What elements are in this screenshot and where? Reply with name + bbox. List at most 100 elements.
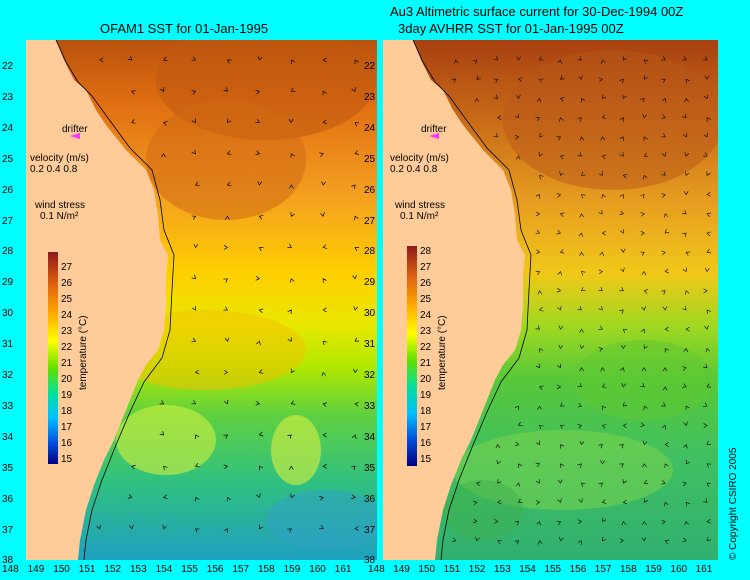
current-vector-arrow [579,213,585,218]
current-vector-arrow [159,400,165,405]
current-vector-arrow [682,56,687,61]
current-vector-arrow [322,402,328,407]
current-vector-arrow [288,118,294,124]
current-vector-arrow [353,368,358,374]
current-vector-arrow [684,152,690,157]
longitude-tick-label: 150 [53,564,70,575]
colorbar-tick-label: 22 [61,342,73,353]
current-vector-arrow [518,498,523,503]
current-vector-arrow [682,132,688,138]
current-vector-arrow [599,251,604,257]
current-vector-arrow [535,479,540,484]
current-vector-arrow [493,519,499,524]
latitude-tick-label: 25 [364,153,376,165]
colorbar-tick-label: 21 [420,358,432,369]
current-vector-arrow [191,90,197,95]
current-vector-arrow [622,402,628,407]
longitude-tick-label: 156 [569,564,587,575]
current-vector-arrow [559,424,565,429]
current-vector-arrow [163,465,168,471]
colorbar-tick-label: 25 [61,294,73,305]
current-vector-arrow [560,463,565,468]
longitude-tick-label: 148 [2,564,19,575]
current-vector-arrow [664,229,670,234]
longitude-tick-label: 155 [544,564,562,575]
current-vector-arrow [556,230,562,235]
current-vector-arrow [706,117,711,122]
current-vector-arrow [643,152,649,158]
current-vector-arrow [287,337,292,342]
current-vector-arrow [601,499,607,504]
current-vector-arrow [557,498,562,503]
longitude-tick-label: 160 [309,564,326,575]
current-vector-arrow [578,498,583,503]
left-vector-field [96,56,360,533]
latitude-tick-label: 28 [2,246,14,258]
current-vector-arrow [556,136,562,141]
current-vector-arrow [191,400,197,405]
current-vector-arrow [451,78,457,83]
current-vector-arrow [620,267,625,273]
current-vector-arrow [99,57,104,63]
current-vector-arrow [685,405,690,411]
current-vector-arrow [601,383,607,388]
current-vector-arrow [476,75,481,80]
current-vector-arrow [579,367,584,372]
latitude-tick-label: 29 [2,277,14,289]
current-vector-arrow [641,367,647,372]
longitude-tick-label: 154 [519,564,536,575]
colorbar-tick-label: 15 [61,454,73,465]
current-vector-arrow [685,501,690,507]
current-vector-arrow [643,405,648,411]
current-vector-arrow [619,152,624,157]
right-legend-velocity-scale: 0.2 0.4 0.8 [390,164,438,175]
current-vector-arrow [258,215,264,220]
current-vector-arrow [601,230,606,236]
colorbar-tick-label: 23 [420,326,432,337]
longitude-tick-label: 158 [258,564,275,575]
current-vector-arrow [598,171,603,176]
current-vector-arrow [642,520,647,526]
longitude-tick-label: 159 [283,564,301,575]
colorbar-tick-label: 27 [61,262,73,273]
right-colorbar-title: temperature (°C) [437,315,448,390]
current-vector-arrow [319,496,324,501]
current-vector-arrow [322,244,328,249]
left-drifter-icon [70,133,80,139]
current-vector-arrow [194,369,200,375]
current-vector-arrow [685,78,690,84]
current-vector-arrow [290,493,295,499]
current-vector-arrow [556,363,562,369]
current-vector-arrow [472,500,478,506]
current-vector-arrow [643,136,648,141]
current-vector-arrow [162,121,168,126]
current-vector-arrow [558,117,564,122]
current-vector-arrow [643,289,649,294]
current-vector-arrow [255,89,261,95]
current-vector-arrow [535,249,541,254]
current-vector-arrow [578,75,583,80]
colorbar-tick-label: 20 [420,374,432,385]
current-vector-arrow [321,371,327,377]
colorbar-tick-label: 17 [420,422,432,433]
current-vector-arrow [227,118,232,124]
current-vector-arrow [661,290,666,295]
left-map-title: OFAM1 SST for 01-Jan-1995 [100,21,269,36]
current-vector-arrow [685,459,690,465]
current-vector-arrow [703,402,708,407]
current-vector-arrow [643,174,648,180]
current-vector-arrow [601,114,607,119]
current-vector-arrow [620,367,625,372]
current-vector-arrow [619,210,624,215]
colorbar-tick-label: 24 [61,310,73,321]
current-vector-arrow [621,383,626,388]
current-vector-arrow [577,383,582,388]
current-vector-arrow [622,479,627,484]
current-vector-arrow [287,434,292,439]
colorbar-tick-label: 28 [420,246,432,257]
latitude-tick-label: 24 [2,122,14,134]
current-vector-arrow [493,56,499,61]
current-vector-arrow [682,481,687,487]
current-vector-arrow [255,118,260,124]
longitude-tick-label: 155 [181,564,198,575]
